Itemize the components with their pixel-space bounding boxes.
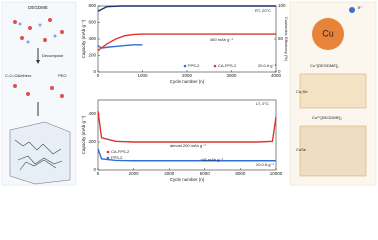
x-tick-label: 1000 xyxy=(137,73,148,78)
y-tick-label: 0 xyxy=(93,69,96,74)
molecules xyxy=(13,18,64,42)
crystal xyxy=(299,125,367,177)
y-axis-label: Capacity (mAh g⁻¹) xyxy=(81,19,86,58)
label: e⁻ xyxy=(358,5,364,10)
charts: 0 1000 2000 3000 40000200400600800050100Cycl… xyxy=(81,3,289,182)
y-tick-label: 600 xyxy=(88,20,96,25)
y-tick-label: 400 xyxy=(88,111,96,116)
plot-frame xyxy=(97,5,277,73)
label: C-C=O&ethers xyxy=(5,73,31,78)
x-tick-label: 4000 xyxy=(271,73,282,78)
x-axis-label: Cycle number (n) xyxy=(170,177,205,182)
y2-tick-label: 0 xyxy=(278,69,281,74)
series-line xyxy=(97,148,276,162)
polymer xyxy=(14,139,63,171)
legend-swatch xyxy=(106,156,110,160)
label: Cu²⁺[DEGDME]₂ xyxy=(312,115,342,120)
x-tick-label: 2000 xyxy=(182,73,193,78)
x-tick-label: 6000 xyxy=(200,171,211,176)
y-tick-label: 800 xyxy=(88,3,96,8)
right-schematic: Cu e⁻ Cu⁺[DEGDME]₂ Cu₂Se Cu²⁺[DEGDME]₂ C… xyxy=(289,1,377,186)
label: DEGDME xyxy=(28,5,48,10)
x-axis-label: Cycle number (n) xyxy=(170,79,205,84)
x-tick-label: 0 xyxy=(97,171,100,176)
y-tick-label: 200 xyxy=(88,53,96,58)
x-tick-label: 2000 xyxy=(129,171,140,176)
label: CuSe xyxy=(296,147,307,152)
legend-label: CA-FPS-2 xyxy=(111,149,130,154)
x-tick-label: 3000 xyxy=(226,73,237,78)
figure: DEGDME Decompose C-C=O&ethers PEO Cu e⁻ … xyxy=(1,1,377,186)
x-tick-label: 8000 xyxy=(235,171,246,176)
molecules xyxy=(18,22,57,44)
x-tick-label: 4000 xyxy=(164,171,175,176)
y-tick-label: 200 xyxy=(88,139,96,144)
left-schematic: DEGDME Decompose C-C=O&ethers PEO xyxy=(1,1,77,186)
plot-frame xyxy=(97,99,277,171)
legend-swatch xyxy=(183,64,187,68)
annotation: RT, 20°C xyxy=(255,8,271,13)
series-line xyxy=(97,111,277,143)
y2-tick-label: 50 xyxy=(278,36,284,41)
annotation: LT, 0°C xyxy=(256,101,269,106)
x-tick-label: 10000 xyxy=(270,171,283,176)
label: Cu₂Se xyxy=(296,89,308,94)
molecules xyxy=(13,84,64,98)
series-line xyxy=(97,44,143,49)
y2-tick-label: 100 xyxy=(278,3,286,8)
page: { "left_schematic": {"labels": ["DEGDME"… xyxy=(0,0,378,187)
annotation: 460 mAh g⁻¹ xyxy=(210,37,233,42)
label: Decompose xyxy=(42,53,64,58)
label: Cu⁺[DEGDME]₂ xyxy=(310,63,339,68)
series-line xyxy=(97,5,276,12)
y-tick-label: 0 xyxy=(93,167,96,172)
label: Cu xyxy=(322,28,334,38)
crystal xyxy=(299,73,367,109)
cube xyxy=(9,121,71,185)
annotation: almost 200 mAh g⁻¹ xyxy=(170,143,206,148)
annotation: ~66 mAh g⁻¹ xyxy=(200,157,224,162)
annotation: 20.0 A g⁻¹ xyxy=(258,63,277,68)
y-tick-label: 400 xyxy=(88,36,96,41)
y-axis-label: Capacity (mAh g⁻¹) xyxy=(81,115,86,154)
cu-sphere xyxy=(312,18,344,50)
series-line xyxy=(97,33,276,52)
electron xyxy=(349,7,355,13)
legend-label: FPS-2 xyxy=(188,63,200,68)
legend-label: FPS-2 xyxy=(111,155,123,160)
label: PEO xyxy=(58,73,66,78)
x-tick-label: 0 xyxy=(97,73,100,78)
legend-label: CA-FPS-2 xyxy=(218,63,237,68)
legend-swatch xyxy=(213,64,217,68)
y2-axis-label: Coulombic Efficiency (%) xyxy=(284,17,289,62)
annotation: 20.0 A g⁻¹ xyxy=(256,162,275,167)
legend-swatch xyxy=(106,150,110,154)
